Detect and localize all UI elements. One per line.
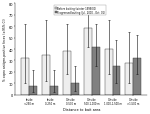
Bar <box>29 86 37 95</box>
Bar <box>92 47 100 95</box>
Bar <box>63 52 71 95</box>
Bar <box>71 84 79 95</box>
Bar <box>105 50 112 95</box>
Bar <box>42 55 50 95</box>
X-axis label: Distance to bait area: Distance to bait area <box>63 107 100 111</box>
Bar <box>21 59 29 95</box>
Bar <box>50 86 58 95</box>
Legend: Before baiting (winter 1999/00), Progressed baiting (Jul. 2000 - Oct. 01): Before baiting (winter 1999/00), Progres… <box>54 5 106 16</box>
Bar <box>112 67 120 95</box>
Y-axis label: % copro antigen-positive feces (±95% CI): % copro antigen-positive feces (±95% CI) <box>3 19 7 81</box>
Bar <box>133 59 141 95</box>
Bar <box>125 63 133 95</box>
Bar <box>84 29 92 95</box>
